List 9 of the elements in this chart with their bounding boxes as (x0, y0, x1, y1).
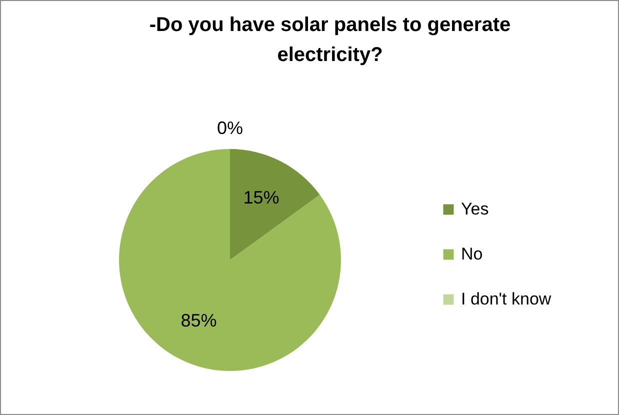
pie-slice (119, 149, 341, 371)
pie-slice (230, 149, 320, 260)
chart-title: -Do you have solar panels to generate electricity? (149, 14, 511, 66)
text: 0% (216, 118, 244, 138)
legend-label: No (461, 244, 483, 264)
legend-label: I don't know (461, 290, 552, 308)
data-label: 15% (243, 188, 280, 208)
data-label: 85% (180, 310, 217, 330)
legend-label: Yes (461, 200, 489, 218)
